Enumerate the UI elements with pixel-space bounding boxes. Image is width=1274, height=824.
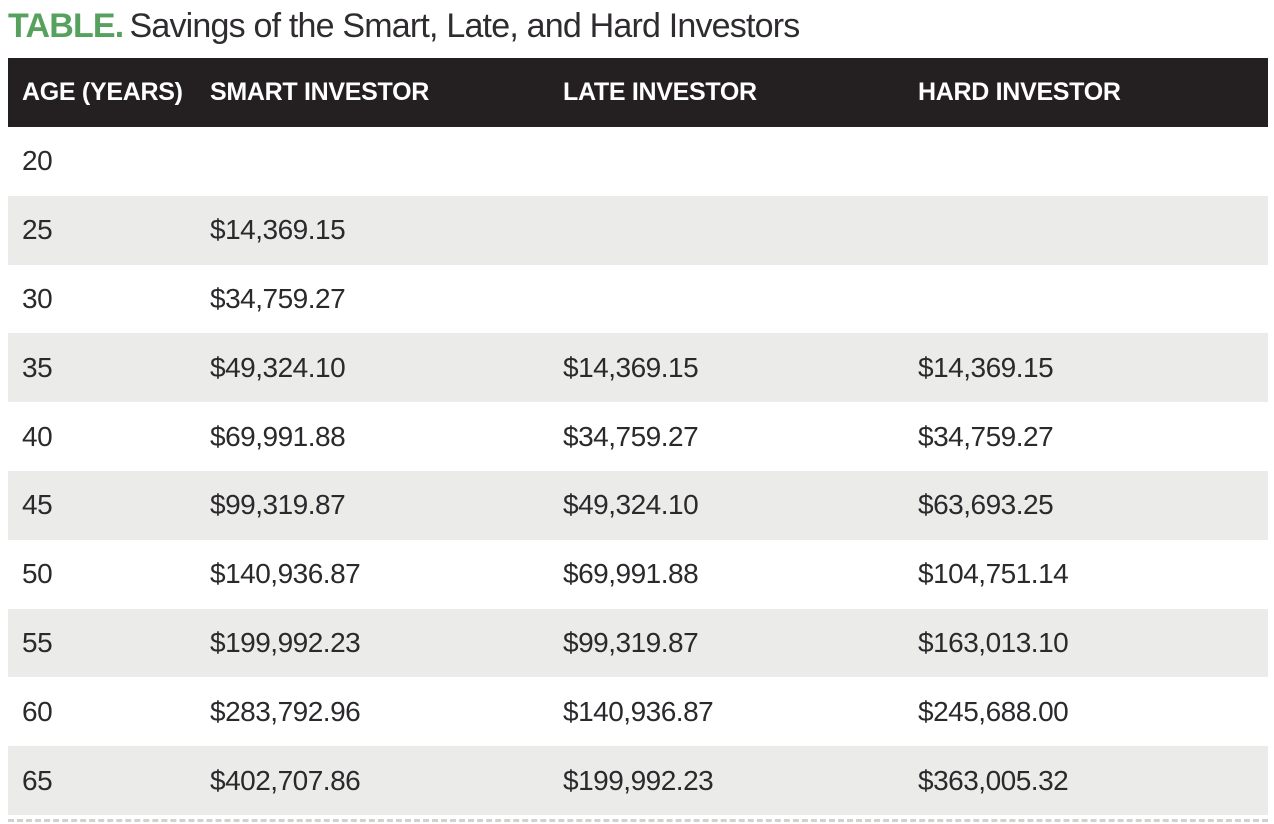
hard-cell: $63,693.25 <box>918 489 1054 521</box>
table-row: 50 $140,936.87 $69,991.88 $104,751.14 <box>8 540 1268 609</box>
late-cell: $69,991.88 <box>563 558 699 590</box>
smart-cell: $140,936.87 <box>210 558 361 590</box>
table-row: 45 $99,319.87 $49,324.10 $63,693.25 <box>8 470 1268 540</box>
table-row: 25 $14,369.15 <box>8 195 1268 265</box>
table-row: 55 $199,992.23 $99,319.87 $163,013.10 <box>8 608 1268 678</box>
age-cell: 40 <box>22 420 53 452</box>
column-header-hard: HARD INVESTOR <box>918 78 1121 106</box>
age-cell: 45 <box>22 489 53 521</box>
table-bottom-dashed-rule <box>8 818 1268 822</box>
table-caption: TABLE. Savings of the Smart, Late, and Ha… <box>8 0 800 52</box>
hard-cell: $14,369.15 <box>918 351 1054 383</box>
smart-cell: $283,792.96 <box>210 695 361 727</box>
column-header-late: LATE INVESTOR <box>563 78 757 106</box>
late-cell: $99,319.87 <box>563 626 699 658</box>
hard-cell: $163,013.10 <box>918 626 1069 658</box>
table-row: 60 $283,792.96 $140,936.87 $245,688.00 <box>8 677 1268 746</box>
hard-cell: $245,688.00 <box>918 695 1069 727</box>
age-cell: 20 <box>22 145 53 177</box>
age-cell: 60 <box>22 695 53 727</box>
late-cell: $140,936.87 <box>563 695 714 727</box>
smart-cell: $14,369.15 <box>210 214 346 246</box>
smart-cell: $69,991.88 <box>210 420 346 452</box>
age-cell: 50 <box>22 558 53 590</box>
table-row: 35 $49,324.10 $14,369.15 $14,369.15 <box>8 333 1268 403</box>
hard-cell: $363,005.32 <box>918 764 1069 796</box>
table-row: 30 $34,759.27 <box>8 265 1268 334</box>
table-caption-text: Savings of the Smart, Late, and Hard Inv… <box>129 7 800 45</box>
column-header-smart: SMART INVESTOR <box>210 78 429 106</box>
table-body: 20 25 $14,369.15 30 $34,759.27 35 $49,324.10 $1… <box>8 127 1268 815</box>
age-cell: 65 <box>22 764 53 796</box>
column-header-age: AGE (YEARS) <box>22 78 183 106</box>
savings-table: AGE (YEARS) SMART INVESTOR LATE INVESTOR… <box>8 58 1268 822</box>
table-header-row: AGE (YEARS) SMART INVESTOR LATE INVESTOR… <box>8 58 1268 127</box>
age-cell: 55 <box>22 626 53 658</box>
age-cell: 25 <box>22 214 53 246</box>
smart-cell: $34,759.27 <box>210 282 346 314</box>
table-row: 20 <box>8 127 1268 196</box>
late-cell: $49,324.10 <box>563 489 699 521</box>
smart-cell: $199,992.23 <box>210 626 361 658</box>
age-cell: 35 <box>22 351 53 383</box>
hard-cell: $34,759.27 <box>918 420 1054 452</box>
smart-cell: $49,324.10 <box>210 351 346 383</box>
table-caption-label: TABLE. <box>8 7 124 45</box>
late-cell: $199,992.23 <box>563 764 714 796</box>
smart-cell: $402,707.86 <box>210 764 361 796</box>
smart-cell: $99,319.87 <box>210 489 346 521</box>
age-cell: 30 <box>22 282 53 314</box>
late-cell: $14,369.15 <box>563 351 699 383</box>
table-row: 40 $69,991.88 $34,759.27 $34,759.27 <box>8 402 1268 471</box>
late-cell: $34,759.27 <box>563 420 699 452</box>
table-row: 65 $402,707.86 $199,992.23 $363,005.32 <box>8 746 1268 815</box>
hard-cell: $104,751.14 <box>918 558 1069 590</box>
